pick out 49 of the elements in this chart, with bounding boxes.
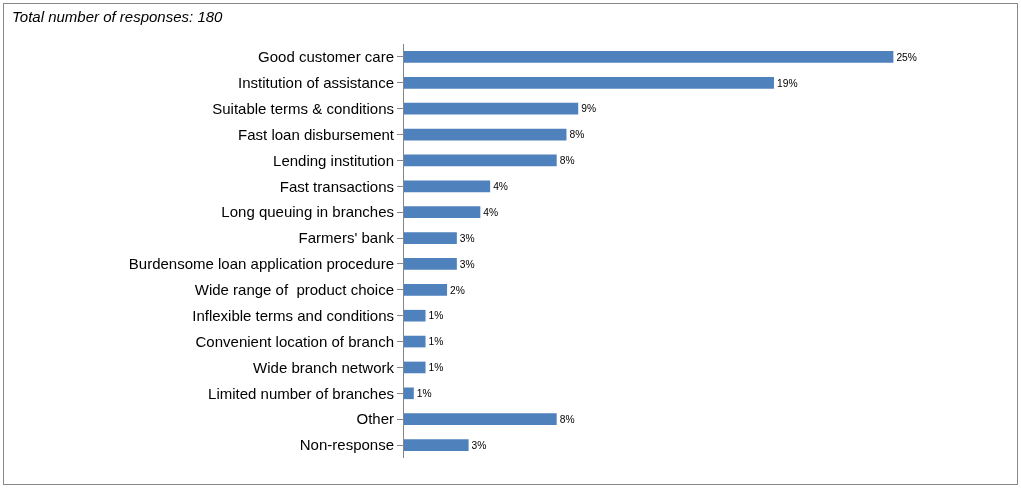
bar [404, 361, 426, 374]
y-tick-label: Convenient location of branch [195, 332, 394, 350]
data-label: 8% [559, 155, 575, 167]
bar [404, 387, 414, 400]
y-tick-label: Burdensome loan application procedure [128, 255, 394, 273]
bar [404, 309, 426, 322]
data-label: 25% [896, 51, 917, 63]
bar [404, 206, 481, 219]
y-tick-label: Wide branch network [253, 358, 395, 376]
text: Total number of responses: 180 [12, 8, 224, 25]
bar [404, 413, 557, 426]
bar [404, 439, 469, 451]
data-label: 1% [428, 310, 444, 322]
y-tick-label: Suitable terms & conditions [212, 99, 394, 117]
data-label: 19% [776, 77, 798, 89]
bar [404, 283, 448, 296]
bar [404, 335, 426, 348]
bar [404, 154, 557, 167]
y-tick-label: Good customer care [258, 48, 394, 66]
bar [404, 258, 457, 270]
bar [404, 128, 567, 141]
y-tick-label: Institution of assistance [238, 74, 394, 92]
y-tick-label: Wide range of product choice [194, 281, 394, 299]
y-tick-label: Long queuing in branches [221, 203, 394, 221]
bar [404, 102, 579, 115]
data-label: 8% [559, 413, 575, 425]
y-tick-label: Other [356, 410, 394, 428]
y-tick-label: Farmers' bank [298, 229, 395, 247]
data-label: 2% [450, 284, 465, 296]
bar [404, 232, 457, 244]
y-tick-label: Fast loan disbursement [238, 125, 395, 143]
bar [404, 76, 774, 89]
data-label: 8% [569, 129, 585, 141]
data-label: 4% [493, 181, 508, 193]
y-tick-label: Inflexible terms and conditions [192, 306, 394, 324]
data-label: 1% [428, 336, 444, 348]
data-label: 3% [459, 232, 475, 244]
data-label: 4% [483, 206, 499, 218]
y-tick-label: Fast transactions [279, 177, 394, 195]
data-label: 1% [416, 388, 432, 400]
y-tick-label: Lending institution [273, 151, 394, 169]
data-label: 1% [428, 362, 444, 374]
data-label: 9% [581, 103, 597, 115]
data-label: 3% [471, 439, 487, 451]
y-tick-label: Non-response [299, 436, 394, 454]
data-label: 3% [459, 258, 475, 270]
bar [404, 180, 491, 193]
bar [404, 51, 894, 63]
y-tick-label: Limited number of branches [208, 384, 394, 402]
